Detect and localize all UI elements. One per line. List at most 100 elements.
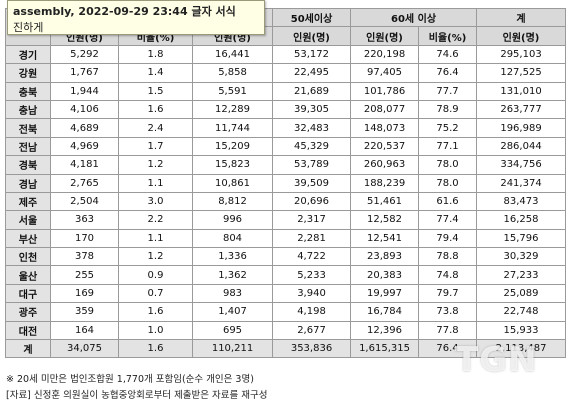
region-cell: 경북 bbox=[5, 155, 51, 175]
value-cell: 1.6 bbox=[118, 339, 193, 359]
value-cell: 1.7 bbox=[118, 136, 193, 157]
value-cell: 76.4 bbox=[418, 339, 478, 359]
value-cell: 12,396 bbox=[350, 320, 420, 341]
table-row: 충북 1,944 1.5 5,591 21,689 101,786 77.7 131,010 bbox=[5, 81, 567, 101]
table-row: 강원 1,767 1.4 5,858 22,495 97,405 76.4 127,525 bbox=[5, 63, 567, 83]
value-cell: 1.1 bbox=[118, 173, 193, 193]
value-cell: 1.4 bbox=[118, 63, 193, 83]
value-cell: 97,405 bbox=[350, 63, 420, 83]
value-cell: 1.2 bbox=[118, 155, 193, 175]
value-cell: 359 bbox=[50, 302, 119, 322]
value-cell: 1.1 bbox=[118, 228, 193, 249]
value-cell: 4,198 bbox=[272, 302, 352, 322]
value-cell: 15,933 bbox=[476, 320, 567, 341]
value-cell: 53,789 bbox=[272, 155, 352, 175]
value-cell: 16,784 bbox=[350, 302, 420, 322]
region-cell: 울산 bbox=[5, 265, 51, 285]
value-cell: 2,281 bbox=[272, 228, 352, 249]
value-cell: 78.8 bbox=[418, 247, 478, 267]
region-cell: 전남 bbox=[5, 136, 51, 157]
value-cell: 20,696 bbox=[272, 191, 352, 212]
value-cell: 25,089 bbox=[476, 283, 567, 304]
value-cell: 4,689 bbox=[50, 118, 119, 138]
value-cell: 148,073 bbox=[350, 118, 420, 138]
value-cell: 15,209 bbox=[191, 136, 274, 157]
table-row: 전남 4,969 1.7 15,209 45,329 220,537 77.1 286,044 bbox=[5, 136, 567, 157]
value-cell: 2,504 bbox=[50, 191, 119, 212]
region-cell: 인천 bbox=[5, 247, 51, 267]
value-cell: 5,858 bbox=[191, 63, 274, 83]
value-cell: 1,767 bbox=[50, 63, 119, 83]
table-row: 전북 4,689 2.4 11,744 32,483 148,073 75.2 196,989 bbox=[5, 118, 567, 138]
value-cell: 1.2 bbox=[118, 247, 193, 267]
value-cell: 77.7 bbox=[418, 81, 478, 101]
value-cell: 220,198 bbox=[350, 44, 420, 65]
table-row: 경북 4,181 1.2 15,823 53,789 260,963 78.0 334,756 bbox=[5, 155, 567, 175]
value-cell: 4,722 bbox=[272, 247, 352, 267]
value-cell: 78.0 bbox=[418, 173, 478, 193]
table-row: 광주 359 1.6 1,407 4,198 16,784 73.8 22,748 bbox=[5, 302, 567, 322]
value-cell: 5,591 bbox=[191, 81, 274, 101]
value-cell: 131,010 bbox=[476, 81, 567, 101]
table-row: 경기 5,292 1.8 16,441 53,172 220,198 74.6 295,103 bbox=[5, 44, 567, 65]
value-cell: 188,239 bbox=[350, 173, 420, 193]
region-cell: 계 bbox=[5, 339, 51, 359]
tooltip: assembly, 2022-09-29 23:44 글자 서식 진하게 bbox=[7, 0, 265, 35]
note: [자료] 신정훈 의원실이 농협중앙회로부터 제출받은 자료를 재구성 bbox=[6, 390, 268, 401]
value-cell: 2,765 bbox=[50, 173, 119, 193]
value-cell: 2.4 bbox=[118, 118, 193, 138]
value-cell: 196,989 bbox=[476, 118, 567, 138]
value-cell: 1,944 bbox=[50, 81, 119, 101]
value-cell: 263,777 bbox=[476, 99, 567, 120]
value-cell: 45,329 bbox=[272, 136, 352, 157]
value-cell: 255 bbox=[50, 265, 119, 285]
value-cell: 695 bbox=[191, 320, 274, 341]
table-row: 대구 169 0.7 983 3,940 19,997 79.7 25,089 bbox=[5, 283, 567, 304]
value-cell: 5,233 bbox=[272, 265, 352, 285]
value-cell: 12,289 bbox=[191, 99, 274, 120]
region-cell: 대전 bbox=[5, 320, 51, 341]
value-cell: 15,796 bbox=[476, 228, 567, 249]
value-cell: 19,997 bbox=[350, 283, 420, 304]
header-cell: 인원(명) bbox=[476, 26, 567, 46]
value-cell: 32,483 bbox=[272, 118, 352, 138]
value-cell: 11,744 bbox=[191, 118, 274, 138]
value-cell: 164 bbox=[50, 320, 119, 341]
value-cell: 20,383 bbox=[350, 265, 420, 285]
value-cell: 79.4 bbox=[418, 228, 478, 249]
value-cell: 170 bbox=[50, 228, 119, 249]
value-cell: 75.2 bbox=[418, 118, 478, 138]
region-cell: 제주 bbox=[5, 191, 51, 212]
data-table: 구 50세이상 60세 이상 계 인원(명)비율(%)인원(명)인원(명)인원(… bbox=[5, 7, 567, 359]
region-cell: 경기 bbox=[5, 44, 51, 65]
value-cell: 23,893 bbox=[350, 247, 420, 267]
value-cell: 4,969 bbox=[50, 136, 119, 157]
value-cell: 3,940 bbox=[272, 283, 352, 304]
value-cell: 260,963 bbox=[350, 155, 420, 175]
table-row: 부산 170 1.1 804 2,281 12,541 79.4 15,796 bbox=[5, 228, 567, 249]
value-cell: 2,677 bbox=[272, 320, 352, 341]
value-cell: 83,473 bbox=[476, 191, 567, 212]
value-cell: 127,525 bbox=[476, 63, 567, 83]
value-cell: 27,233 bbox=[476, 265, 567, 285]
value-cell: 12,582 bbox=[350, 210, 420, 230]
value-cell: 53,172 bbox=[272, 44, 352, 65]
value-cell: 1.6 bbox=[118, 99, 193, 120]
value-cell: 220,537 bbox=[350, 136, 420, 157]
header-cell: 60세 이상 bbox=[350, 7, 478, 28]
table-row: 제주 2,504 3.0 8,812 20,696 51,461 61.6 83,473 bbox=[5, 191, 567, 212]
value-cell: 21,689 bbox=[272, 81, 352, 101]
value-cell: 73.8 bbox=[418, 302, 478, 322]
value-cell: 74.8 bbox=[418, 265, 478, 285]
value-cell: 4,181 bbox=[50, 155, 119, 175]
value-cell: 353,836 bbox=[272, 339, 352, 359]
value-cell: 76.4 bbox=[418, 63, 478, 83]
value-cell: 4,106 bbox=[50, 99, 119, 120]
value-cell: 74.6 bbox=[418, 44, 478, 65]
value-cell: 10,861 bbox=[191, 173, 274, 193]
tooltip-text: 진하게 bbox=[13, 21, 44, 34]
region-cell: 강원 bbox=[5, 63, 51, 83]
value-cell: 78.9 bbox=[418, 99, 478, 120]
region-cell: 부산 bbox=[5, 228, 51, 249]
